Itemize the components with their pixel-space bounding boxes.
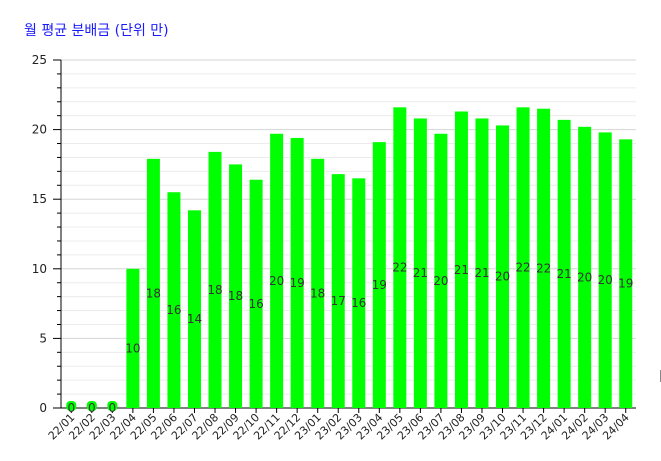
data-label: 19 xyxy=(290,276,305,290)
data-label: 21 xyxy=(474,266,489,280)
data-label: 18 xyxy=(228,289,243,303)
data-label: 19 xyxy=(618,277,633,291)
bar xyxy=(619,139,633,408)
bar xyxy=(187,210,201,408)
bar xyxy=(107,401,118,411)
bar xyxy=(229,164,243,408)
bar xyxy=(578,126,592,408)
data-label: 21 xyxy=(556,267,571,281)
bar xyxy=(496,125,510,408)
data-label: 10 xyxy=(125,341,140,355)
y-tick-label: 10 xyxy=(32,262,47,276)
bar xyxy=(413,118,427,409)
data-label: 22 xyxy=(515,261,530,275)
data-label: 20 xyxy=(598,273,613,287)
data-label: 20 xyxy=(495,270,510,284)
bar xyxy=(167,192,181,408)
bar xyxy=(434,133,448,408)
data-label: 19 xyxy=(372,278,387,292)
bars xyxy=(66,107,633,411)
bar xyxy=(393,107,407,408)
bar xyxy=(146,158,160,408)
y-tick-label: 20 xyxy=(32,123,47,137)
data-label: 16 xyxy=(248,297,263,311)
bar xyxy=(537,108,551,408)
data-label: 18 xyxy=(310,286,325,300)
data-label: 18 xyxy=(207,283,222,297)
x-tick-labels: 22/0122/0222/0322/0422/0522/0622/0722/08… xyxy=(46,411,632,443)
y-tick-label: 25 xyxy=(32,53,47,67)
data-label: 21 xyxy=(454,263,469,277)
data-label: 14 xyxy=(187,312,202,326)
data-label: 22 xyxy=(536,261,551,275)
bar xyxy=(66,401,77,411)
bar xyxy=(598,132,612,408)
data-label: 16 xyxy=(351,296,366,310)
data-label: 22 xyxy=(392,261,407,275)
chart-title: 월 평균 분배금 (단위 만) xyxy=(24,23,169,39)
y-tick-label: 15 xyxy=(32,192,47,206)
bar xyxy=(208,151,222,408)
bar xyxy=(475,118,489,409)
data-label: 20 xyxy=(577,270,592,284)
data-label: 21 xyxy=(413,266,428,280)
bar xyxy=(516,107,530,408)
data-label: 0 xyxy=(109,401,117,415)
data-label: 20 xyxy=(433,274,448,288)
bar xyxy=(86,401,97,411)
bar xyxy=(331,174,345,408)
y-tick-label: 5 xyxy=(39,331,47,345)
data-label: 20 xyxy=(269,274,284,288)
bar xyxy=(311,158,325,408)
y-tick-label: 0 xyxy=(39,401,47,415)
bar xyxy=(126,268,140,408)
bar xyxy=(372,142,386,409)
bar xyxy=(454,111,468,408)
y-tick-labels: 0 5 10 15 20 25 xyxy=(32,53,47,415)
data-label: 18 xyxy=(146,286,161,300)
data-label: 17 xyxy=(331,294,346,308)
data-label: 16 xyxy=(166,303,181,317)
data-label: 0 xyxy=(67,401,75,415)
bar xyxy=(270,133,284,408)
bar xyxy=(249,179,263,408)
data-label: 0 xyxy=(88,401,96,415)
bar xyxy=(557,119,571,408)
bar xyxy=(352,178,366,408)
bar xyxy=(290,137,304,408)
